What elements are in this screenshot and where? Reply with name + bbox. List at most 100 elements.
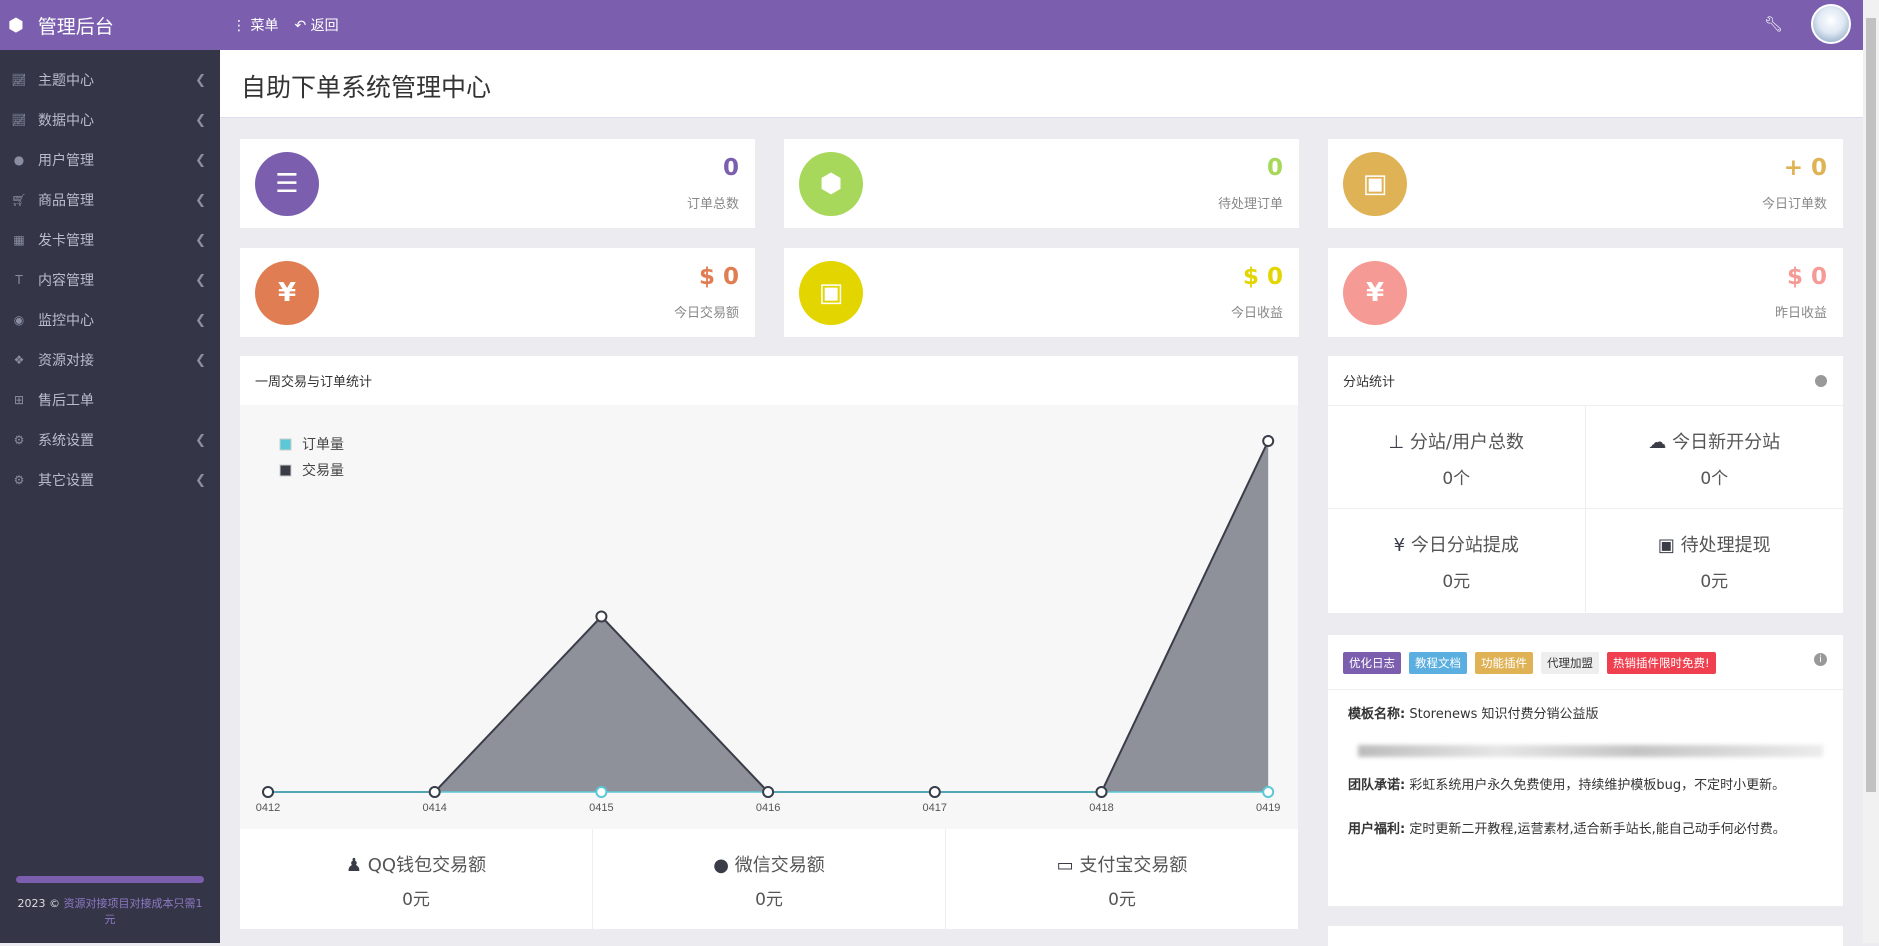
team-promise: 团队承诺: 彩虹系统用户永久免费使用，持续维护模板bug，不定时小更新。 bbox=[1348, 775, 1823, 796]
stat-value: $ 0 bbox=[1786, 264, 1827, 290]
briefcase-icon: ▣ bbox=[1343, 152, 1407, 216]
sidebar-item[interactable]: ● 用户管理 ❮ bbox=[0, 140, 220, 180]
text-icon: T bbox=[15, 273, 23, 287]
stat-value: 0 bbox=[1266, 155, 1283, 181]
back-button[interactable]: ↶ 返回 bbox=[294, 15, 338, 35]
stat-label: 昨日收益 bbox=[1774, 306, 1827, 321]
stat-card: ¥ $ 0 今日交易额 bbox=[240, 248, 755, 337]
gears-icon: ⚙ bbox=[13, 473, 25, 487]
tag-button[interactable]: 优化日志 bbox=[1343, 652, 1401, 674]
template-value: Storenews 知识付费分销公益版 bbox=[1409, 707, 1599, 722]
legend-label: 订单量 bbox=[302, 437, 344, 453]
payment-label: 支付宝交易额 bbox=[1079, 855, 1188, 876]
substation-value: 0个 bbox=[1700, 469, 1729, 489]
info-icon[interactable]: i bbox=[1814, 653, 1827, 666]
stat-value: + 0 bbox=[1783, 155, 1827, 181]
substation-label: 今日新开分站 bbox=[1672, 432, 1781, 453]
sidebar-item[interactable]: ⚙ 其它设置 ❮ bbox=[0, 460, 220, 500]
tag-button[interactable]: 热销插件限时免费! bbox=[1607, 652, 1716, 674]
substation-panel: 分站统计 ⊥ 分站/用户总数 0个 ☁ 今日新开分站 0个 ¥ 今日分站提成 0元 ▣ 待处… bbox=[1328, 356, 1843, 613]
dot-circle-icon: ◉ bbox=[13, 313, 25, 327]
menu-button[interactable]: ⋮ 菜单 bbox=[232, 15, 278, 35]
chevron-left-icon: ❮ bbox=[195, 432, 206, 448]
data-point bbox=[428, 786, 441, 798]
sidebar-item[interactable]: ⚙ 系统设置 ❮ bbox=[0, 420, 220, 460]
chevron-left-icon: ❮ bbox=[195, 72, 206, 88]
scrollbar[interactable] bbox=[1863, 0, 1879, 943]
payment-stat: ♟ QQ钱包交易额 0元 bbox=[240, 829, 593, 929]
series-area bbox=[268, 441, 1269, 792]
page-title-bar: 自助下单系统管理中心 bbox=[220, 50, 1863, 118]
sidebar-item[interactable]: ▦ 发卡管理 ❮ bbox=[0, 220, 220, 260]
stat-label: 待处理订单 bbox=[1217, 197, 1283, 212]
line-chart-icon: 📈︎ bbox=[11, 113, 27, 127]
sidebar-item[interactable]: T 内容管理 ❮ bbox=[0, 260, 220, 300]
footer-link[interactable]: 资源对接项目对接成本只需1元 bbox=[63, 897, 203, 926]
chevron-left-icon: ❮ bbox=[195, 312, 206, 328]
stat-value: $ 0 bbox=[1242, 264, 1283, 290]
sidebar-item-label: 资源对接 bbox=[38, 353, 94, 369]
sidebar-item[interactable]: ⊞ 售后工单 bbox=[0, 380, 220, 420]
weekly-chart: 0412 0414 0415 0416 0417 0418 0419 订单量 交易量 bbox=[240, 405, 1298, 829]
legend-label: 交易量 bbox=[302, 462, 344, 479]
payment-stat: ▭ 支付宝交易额 0元 bbox=[946, 829, 1298, 929]
payment-stat: ● 微信交易额 0元 bbox=[593, 829, 946, 929]
blurred-text bbox=[1358, 745, 1823, 757]
sidebar-item[interactable]: ◉ 监控中心 ❮ bbox=[0, 300, 220, 340]
panel-title: 分站统计 bbox=[1343, 375, 1396, 390]
payment-value: 0元 bbox=[755, 890, 783, 910]
top-header: ⬢ 管理后台 ⋮ 菜单 ↶ 返回 🔧︎ bbox=[0, 0, 1863, 50]
legend-swatch bbox=[279, 464, 292, 477]
data-point bbox=[1262, 435, 1275, 447]
sidebar-item[interactable]: 📈︎ 主题中心 ❮ bbox=[0, 60, 220, 100]
x-tick-label: 0414 bbox=[422, 802, 446, 814]
scrollbar-thumb[interactable] bbox=[1866, 18, 1876, 792]
data-point bbox=[595, 786, 608, 798]
sidebar-item-label: 用户管理 bbox=[38, 153, 94, 169]
chevron-left-icon: ❮ bbox=[195, 112, 206, 128]
sidebar-footer: 2023 © 资源对接项目对接成本只需1元 bbox=[0, 876, 220, 943]
panel-title: 一周交易与订单统计 bbox=[255, 375, 373, 390]
tag-button[interactable]: 代理加盟 bbox=[1541, 652, 1599, 674]
x-tick-label: 0418 bbox=[1089, 802, 1113, 814]
plus-square-icon: ⊞ bbox=[13, 393, 25, 407]
chevron-left-icon: ❮ bbox=[195, 472, 206, 488]
ordered-list-icon: ☰ bbox=[255, 152, 319, 216]
x-tick-label: 0419 bbox=[1256, 802, 1280, 814]
promise-label: 团队承诺: bbox=[1348, 778, 1406, 793]
chevron-left-icon: ❮ bbox=[195, 232, 206, 248]
sidebar-item[interactable]: 🛒︎ 商品管理 ❮ bbox=[0, 180, 220, 220]
tag-button[interactable]: 功能插件 bbox=[1475, 652, 1533, 674]
ellipsis-vertical-icon: ⋮ bbox=[232, 18, 246, 34]
payment-label: QQ钱包交易额 bbox=[367, 855, 487, 876]
menu-label: 菜单 bbox=[250, 18, 279, 34]
money-icon: ▣ bbox=[1657, 535, 1675, 556]
sidebar-item-label: 售后工单 bbox=[38, 393, 94, 409]
legend-swatch bbox=[279, 438, 292, 451]
brand[interactable]: ⬢ 管理后台 bbox=[8, 0, 114, 50]
wrench-icon[interactable]: 🔧︎ bbox=[1763, 15, 1783, 33]
template-info-panel: 优化日志 教程文档 功能插件 代理加盟 热销插件限时免费! i 模板名称: Storene… bbox=[1328, 635, 1843, 906]
stat-card: ▣ + 0 今日订单数 bbox=[1328, 139, 1843, 228]
tag-button[interactable]: 教程文档 bbox=[1409, 652, 1467, 674]
back-label: 返回 bbox=[310, 18, 339, 34]
cart-icon: 🛒︎ bbox=[11, 193, 27, 207]
payment-label: 微信交易额 bbox=[734, 855, 825, 876]
stat-card: ¥ $ 0 昨日收益 bbox=[1328, 248, 1843, 337]
sidebar-item-label: 数据中心 bbox=[38, 113, 94, 129]
sidebar-item-label: 其它设置 bbox=[38, 473, 94, 489]
avatar[interactable] bbox=[1811, 4, 1851, 44]
data-point bbox=[595, 610, 608, 623]
sidebar-item-label: 主题中心 bbox=[38, 73, 94, 89]
sidebar-item[interactable]: ❖ 资源对接 ❮ bbox=[0, 340, 220, 380]
payment-value: 0元 bbox=[1108, 890, 1136, 910]
briefcase-icon: ▣ bbox=[799, 261, 863, 325]
brand-title: 管理后台 bbox=[37, 15, 114, 38]
status-dot-icon bbox=[1815, 374, 1827, 387]
sidebar-item[interactable]: 📈︎ 数据中心 ❮ bbox=[0, 100, 220, 140]
stat-value: 0 bbox=[722, 155, 739, 181]
substation-stat: ☁ 今日新开分站 0个 bbox=[1585, 406, 1843, 509]
reply-icon: ↶ bbox=[294, 18, 307, 34]
credit-card-icon: ▭ bbox=[1056, 855, 1074, 876]
sidebar-footer-bar bbox=[16, 876, 204, 883]
